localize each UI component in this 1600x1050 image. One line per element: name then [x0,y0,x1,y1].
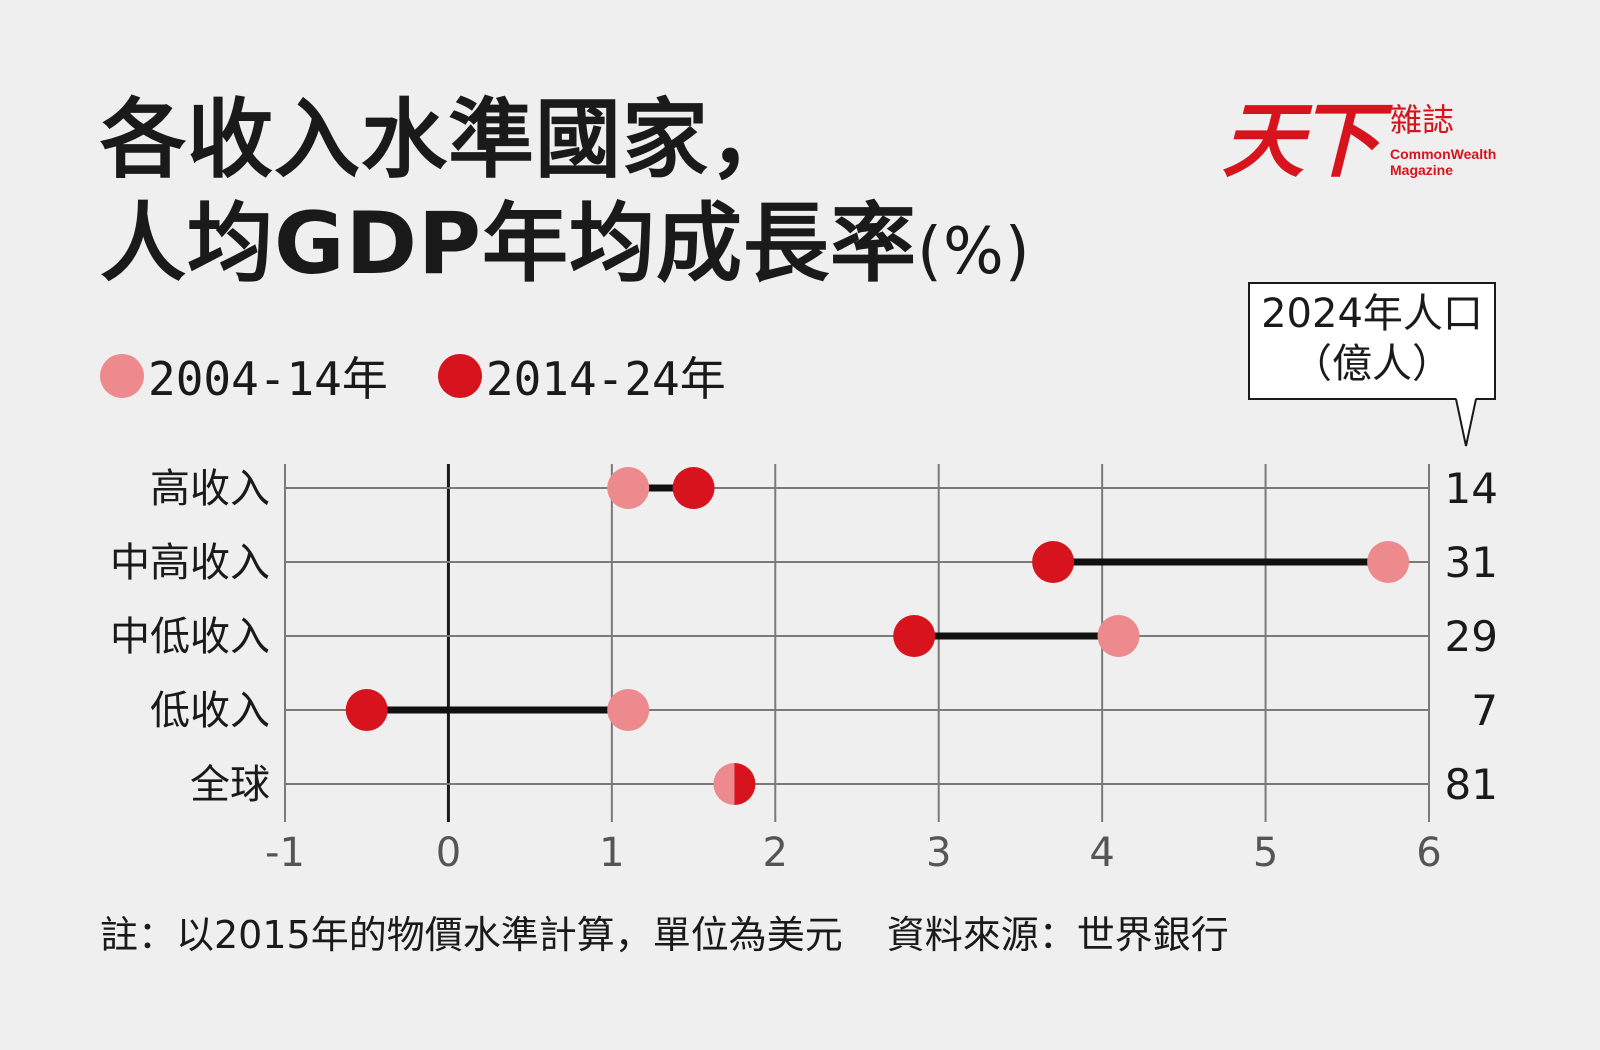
x-tick-label: 5 [1253,830,1278,876]
data-point-early [1367,541,1410,583]
source-text: 資料來源：世界銀行 [886,913,1229,957]
data-point-late [893,615,936,657]
population-value: 81 [1445,760,1498,809]
legend-swatch-2 [437,354,482,398]
logo-english-line-1: CommonWealth [1390,146,1497,162]
x-tick-label: 2 [763,830,788,876]
population-value: 7 [1471,686,1498,735]
data-point-early [607,689,650,731]
data-point-early [713,763,735,805]
logo-main-text: 天下 [1222,93,1380,189]
legend-swatch-1 [100,354,144,398]
population-header-line-2: （億人） [1292,341,1452,387]
footnote-text: 註：以2015年的物價水準計算，單位為美元 [100,913,843,957]
category-label: 高收入 [150,466,270,512]
commonwealth-logo: 天下 雜誌 CommonWealth Magazine [1222,96,1512,196]
data-point-early [1097,615,1140,657]
x-tick-label: 4 [1089,830,1114,876]
title-unit: (%) [917,215,1031,289]
category-label: 中高收入 [110,540,270,586]
footnote: 註：以2015年的物價水準計算，單位為美元 資料來源：世界銀行 [100,904,1273,959]
data-point-early [607,467,650,509]
logo-sub-text: 雜誌 [1390,101,1455,139]
legend-label-1: 2004-14年 [148,352,388,406]
data-point-late [345,689,388,731]
x-tick-label: 0 [436,830,461,876]
x-tick-label: -1 [265,830,305,876]
category-label: 中低收入 [110,614,270,660]
data-point-late [734,763,756,805]
population-value: 31 [1445,538,1498,587]
legend-item-2: 2014-24年 [437,343,726,409]
x-tick-label: 3 [926,830,951,876]
legend-item-1: 2004-14年 [100,343,388,409]
title-main: 人均GDP年均成長率 [100,194,918,294]
data-point-late [1032,541,1075,583]
chart-title: 各收入水準國家， 人均GDP年均成長率(%) [100,88,1031,304]
title-line-1: 各收入水準國家， [100,90,796,190]
logo-english-line-2: Magazine [1390,162,1454,178]
logo-english: CommonWealth Magazine [1390,146,1496,178]
population-header-line-1: 2024年人口 [1261,291,1483,337]
x-tick-label: 1 [599,830,624,876]
population-header: 2024年人口 （億人） [1248,282,1496,400]
title-line-2: 人均GDP年均成長率(%) [100,192,1031,304]
category-label: 低收入 [150,688,270,734]
chart-legend: 2004-14年 2014-24年 [100,346,726,406]
legend-label-2: 2014-24年 [485,352,726,406]
category-label: 全球 [190,762,270,808]
population-value: 14 [1445,464,1498,513]
data-point-late [672,467,715,509]
x-tick-label: 6 [1416,830,1441,876]
population-value: 29 [1445,612,1498,661]
